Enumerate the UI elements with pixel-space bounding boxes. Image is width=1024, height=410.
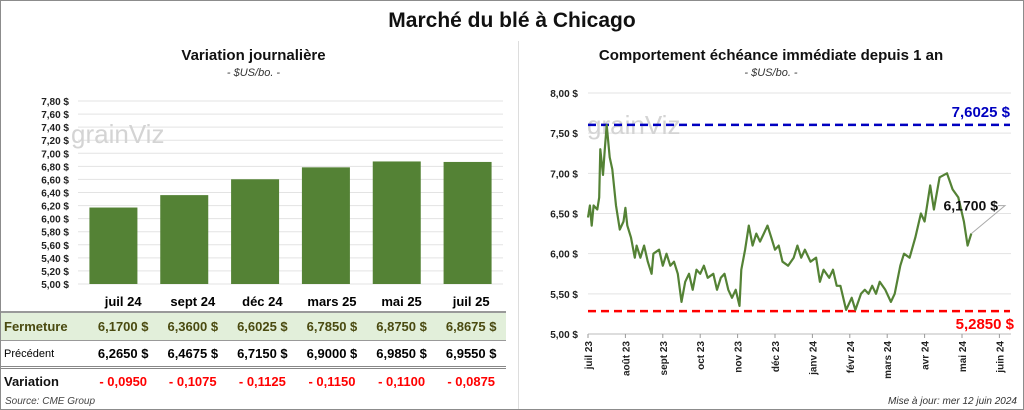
cell: 6,2650 $ (88, 340, 158, 369)
table-row-variation: Variation - 0,0950 - 0,1075 - 0,1125 - 0… (1, 368, 506, 395)
y-tick-label: 7,40 $ (41, 123, 69, 134)
cell: 6,1700 $ (88, 312, 158, 341)
x-tick-label: oct 23 (696, 341, 707, 370)
y-tick-label: 7,00 $ (550, 169, 578, 180)
x-tick-label: nov 23 (734, 341, 745, 373)
line-chart-title: Comportement échéance immédiate depuis 1… (598, 47, 944, 64)
cell: 6,7150 $ (227, 340, 298, 369)
table-header-row: juil 24 sept 24 déc 24 mars 25 mai 25 ju… (1, 291, 506, 313)
x-tick-label: sept 23 (659, 341, 670, 376)
x-tick-label: août 23 (621, 341, 632, 376)
prices-table: juil 24 sept 24 déc 24 mars 25 mai 25 ju… (1, 291, 506, 394)
bar-chart-unit: - $US/bo. - (226, 67, 281, 79)
col-header: mars 25 (297, 291, 367, 313)
last-value-label: 6,1700 $ (944, 198, 999, 214)
bar-juil-25 (443, 161, 492, 284)
cell: - 0,1150 (308, 374, 356, 389)
cell: - 0,0950 (99, 374, 148, 389)
y-tick-label: 6,80 $ (41, 162, 69, 173)
x-tick-label: mai 24 (958, 341, 969, 373)
y-tick-label: 6,50 $ (550, 210, 578, 221)
x-tick-label: juil 23 (584, 341, 595, 371)
line-chart: 5,00 $ 5,50 $ 6,00 $ 6,50 $ 7,00 $ 7,50 $ 8,00… (550, 89, 1015, 379)
x-tick-label: févr 24 (846, 341, 857, 374)
y-tick-label: 7,80 $ (41, 97, 69, 108)
y-tick-label: 6,40 $ (41, 189, 69, 200)
x-tick-label: avr 24 (921, 341, 932, 370)
row-label: Fermeture (1, 312, 89, 341)
y-tick-label: 5,60 $ (41, 241, 69, 252)
min-label: 5,2850 $ (956, 316, 1015, 333)
y-tick-label: 5,50 $ (550, 290, 578, 301)
y-tick-label: 6,20 $ (41, 202, 69, 213)
y-tick-label: 6,60 $ (41, 175, 69, 186)
y-tick-label: 7,20 $ (41, 136, 69, 147)
bar-chart-title: Variation journalière (181, 47, 326, 64)
last-label-leader (971, 205, 1007, 234)
y-tick-label: 5,40 $ (41, 254, 69, 265)
row-label: Précédent (1, 340, 89, 369)
x-tick-label: mars 24 (883, 341, 894, 379)
y-tick-label: 7,50 $ (550, 129, 578, 140)
max-label: 7,6025 $ (952, 104, 1011, 121)
col-header: juil 24 (88, 291, 158, 313)
cell: 6,9850 $ (366, 340, 437, 369)
cell: 6,4675 $ (157, 340, 228, 369)
y-tick-label: 6,00 $ (41, 215, 69, 226)
y-tick-label: 7,60 $ (41, 110, 69, 121)
cell: - 0,1075 (168, 374, 217, 389)
divider (518, 41, 519, 409)
price-line (586, 123, 973, 311)
y-tick-label: 5,00 $ (41, 280, 69, 291)
x-tick-label: juin 24 (995, 341, 1006, 374)
bar-mars-25 (301, 167, 350, 284)
cell: - 0,0875 (447, 374, 496, 389)
y-tick-label: 5,00 $ (550, 330, 578, 341)
update-note: Mise à jour: mer 12 juin 2024 (888, 396, 1017, 407)
cell: 6,8675 $ (436, 312, 506, 341)
page-title: Marché du blé à Chicago (388, 9, 636, 32)
cell: 6,3600 $ (157, 312, 228, 341)
bar-sept-24 (160, 195, 209, 284)
source-note: Source: CME Group (5, 396, 96, 407)
bar-mai-25 (372, 161, 421, 284)
watermark-logo: grainViz (71, 119, 164, 149)
x-tick-label: déc 23 (771, 341, 782, 373)
cell: 6,8750 $ (366, 312, 437, 341)
y-tick-label: 5,20 $ (41, 267, 69, 278)
bar-juil-24 (89, 207, 138, 284)
y-tick-label: 8,00 $ (550, 89, 578, 100)
cell: 6,6025 $ (227, 312, 298, 341)
y-tick-label: 6,00 $ (550, 250, 578, 261)
row-label: Variation (4, 374, 59, 389)
table-row-precedent: Précédent 6,2650 $ 6,4675 $ 6,7150 $ 6,9… (1, 340, 506, 369)
line-chart-unit: - $US/bo. - (744, 67, 798, 79)
x-tick-label: janv 24 (808, 341, 819, 376)
cell: 6,9000 $ (297, 340, 367, 369)
col-header: sept 24 (157, 291, 228, 313)
col-header: juil 25 (436, 291, 506, 313)
bar-déc-24 (231, 179, 280, 284)
col-header: mai 25 (366, 291, 437, 313)
bar-chart: 5,00 $ 5,20 $ 5,40 $ 5,60 $ 5,80 $ 6,00 $ 6,20… (41, 97, 503, 291)
cell: - 0,1100 (378, 374, 426, 389)
col-header: déc 24 (227, 291, 298, 313)
cell: - 0,1125 (238, 374, 286, 389)
cell: 6,7850 $ (297, 312, 367, 341)
y-tick-label: 7,00 $ (41, 149, 69, 160)
table-row-fermeture: Fermeture 6,1700 $ 6,3600 $ 6,6025 $ 6,7… (1, 312, 506, 341)
cell: 6,9550 $ (436, 340, 506, 369)
y-tick-label: 5,80 $ (41, 228, 69, 239)
